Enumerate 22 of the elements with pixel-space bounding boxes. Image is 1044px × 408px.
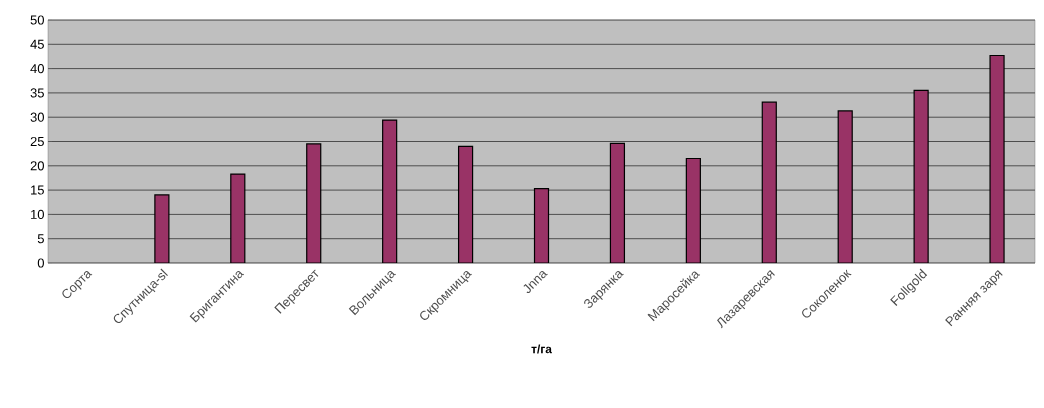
bar	[382, 119, 398, 263]
bar	[230, 173, 246, 263]
y-tick-label: 5	[37, 234, 44, 244]
bar	[533, 188, 550, 263]
bar	[306, 143, 322, 263]
y-tick-label: 30	[30, 112, 44, 122]
y-tick-label: 50	[30, 15, 44, 25]
y-tick-label: 40	[30, 64, 44, 74]
y-tick-label: 0	[37, 258, 44, 268]
x-axis-title: т/га	[531, 344, 552, 354]
bar	[761, 101, 777, 263]
bar	[609, 142, 626, 263]
x-tick-label: Jnna	[523, 270, 548, 294]
bar	[837, 110, 853, 263]
y-tick-label: 35	[30, 88, 44, 98]
y-tick-label: 45	[30, 39, 44, 49]
y-tick-label: 10	[31, 209, 44, 219]
y-tick-label: 15	[31, 185, 44, 195]
bar	[457, 145, 474, 263]
y-tick-label: 20	[30, 161, 44, 171]
y-tick-label: 25	[30, 136, 44, 147]
bar	[685, 157, 701, 263]
